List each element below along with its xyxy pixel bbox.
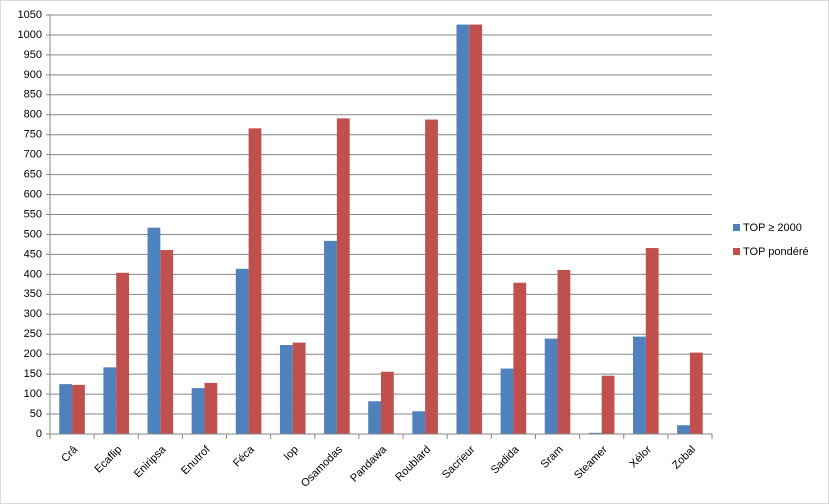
bar <box>633 336 646 434</box>
bar <box>292 342 306 434</box>
bar <box>248 128 262 434</box>
y-tick-label: 500 <box>24 228 42 240</box>
y-tick-label: 1000 <box>18 29 42 41</box>
bar <box>456 24 470 434</box>
y-tick-label: 950 <box>24 49 42 61</box>
bar <box>72 384 85 434</box>
bar <box>103 367 117 434</box>
legend-swatch <box>733 248 740 255</box>
y-tick-label: 750 <box>24 129 42 141</box>
y-tick-label: 100 <box>24 388 42 400</box>
y-tick-label: 250 <box>24 328 42 340</box>
bar <box>544 338 558 434</box>
bar <box>368 401 381 434</box>
y-tick-label: 150 <box>24 368 42 380</box>
y-tick-label: 850 <box>24 89 42 101</box>
legend-label: TOP ≥ 2000 <box>743 222 802 234</box>
bar <box>381 371 394 434</box>
y-tick-label: 700 <box>24 149 42 161</box>
bar <box>160 250 174 434</box>
y-tick-label: 650 <box>24 169 42 181</box>
y-tick-label: 400 <box>24 268 42 280</box>
bar <box>500 368 514 434</box>
y-tick-label: 550 <box>24 208 42 220</box>
bar <box>588 432 602 434</box>
bar <box>469 24 483 434</box>
bar <box>513 282 527 434</box>
y-tick-label: 800 <box>24 109 42 121</box>
bar <box>557 269 571 434</box>
bar <box>204 382 218 434</box>
bar <box>59 384 73 434</box>
y-tick-label: 600 <box>24 188 42 200</box>
y-tick-label: 300 <box>24 308 42 320</box>
bar <box>645 248 659 434</box>
legend-swatch <box>733 224 740 231</box>
y-tick-label: 1050 <box>18 9 42 21</box>
y-tick-label: 900 <box>24 69 42 81</box>
bar <box>324 240 337 434</box>
bar <box>425 119 438 434</box>
bar <box>689 352 703 434</box>
bar <box>412 411 426 434</box>
bar <box>601 375 615 434</box>
y-tick-label: 50 <box>30 408 42 420</box>
y-tick-label: 0 <box>36 428 42 440</box>
y-tick-label: 350 <box>24 288 42 300</box>
bar <box>235 268 249 434</box>
bar <box>147 227 161 434</box>
legend-label: TOP pondéré <box>743 246 809 258</box>
y-tick-label: 200 <box>24 348 42 360</box>
bar <box>677 425 690 434</box>
bar <box>336 118 350 434</box>
bar <box>279 345 293 434</box>
y-tick-label: 450 <box>24 248 42 260</box>
bar <box>191 388 205 434</box>
bar <box>116 272 129 434</box>
